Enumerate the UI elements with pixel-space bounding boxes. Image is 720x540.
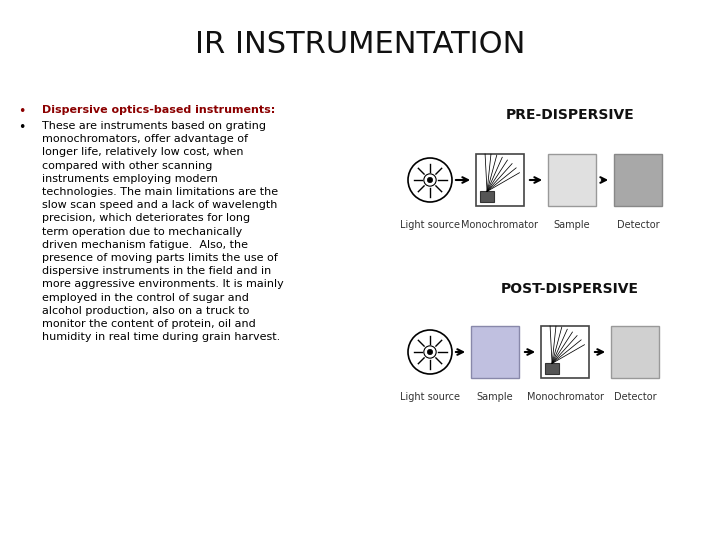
Text: term operation due to mechanically: term operation due to mechanically [42, 227, 242, 237]
Bar [611, 326, 659, 378]
Bar [471, 326, 519, 378]
Text: driven mechanism fatigue.  Also, the: driven mechanism fatigue. Also, the [42, 240, 248, 250]
Text: Monochromator: Monochromator [462, 220, 539, 230]
Text: Sample: Sample [477, 392, 513, 402]
Text: employed in the control of sugar and: employed in the control of sugar and [42, 293, 249, 302]
Text: slow scan speed and a lack of wavelength: slow scan speed and a lack of wavelength [42, 200, 277, 210]
Text: These are instruments based on grating: These are instruments based on grating [42, 121, 266, 131]
Circle shape [408, 330, 452, 374]
Text: •: • [18, 121, 26, 134]
Text: Detector: Detector [617, 220, 660, 230]
Bar [548, 154, 596, 206]
Bar [476, 154, 524, 206]
Text: PRE-DISPERSIVE: PRE-DISPERSIVE [505, 108, 634, 122]
Bar [614, 154, 662, 206]
Text: monitor the content of protein, oil and: monitor the content of protein, oil and [42, 319, 256, 329]
Text: instruments employing modern: instruments employing modern [42, 174, 218, 184]
Text: Detector: Detector [613, 392, 657, 402]
Text: precision, which deteriorates for long: precision, which deteriorates for long [42, 213, 250, 224]
Bar [541, 326, 589, 378]
Text: presence of moving parts limits the use of: presence of moving parts limits the use … [42, 253, 278, 263]
Text: Monochromator: Monochromator [526, 392, 603, 402]
Text: dispersive instruments in the field and in: dispersive instruments in the field and … [42, 266, 271, 276]
Text: monochromators, offer advantage of: monochromators, offer advantage of [42, 134, 248, 144]
Circle shape [408, 158, 452, 202]
Text: POST-DISPERSIVE: POST-DISPERSIVE [501, 282, 639, 296]
Text: Light source: Light source [400, 392, 460, 402]
Text: technologies. The main limitations are the: technologies. The main limitations are t… [42, 187, 278, 197]
Text: more aggressive environments. It is mainly: more aggressive environments. It is main… [42, 279, 284, 289]
Circle shape [428, 349, 433, 355]
Text: longer life, relatively low cost, when: longer life, relatively low cost, when [42, 147, 243, 157]
Bar [480, 192, 494, 202]
Text: humidity in real time during grain harvest.: humidity in real time during grain harve… [42, 332, 280, 342]
Circle shape [428, 177, 433, 183]
Text: •: • [18, 105, 26, 118]
Text: alcohol production, also on a truck to: alcohol production, also on a truck to [42, 306, 249, 316]
Text: compared with other scanning: compared with other scanning [42, 160, 212, 171]
Bar [545, 363, 559, 374]
Text: Dispersive optics-based instruments:: Dispersive optics-based instruments: [42, 105, 275, 115]
Text: Light source: Light source [400, 220, 460, 230]
Text: IR INSTRUMENTATION: IR INSTRUMENTATION [195, 30, 525, 59]
Text: Sample: Sample [554, 220, 590, 230]
